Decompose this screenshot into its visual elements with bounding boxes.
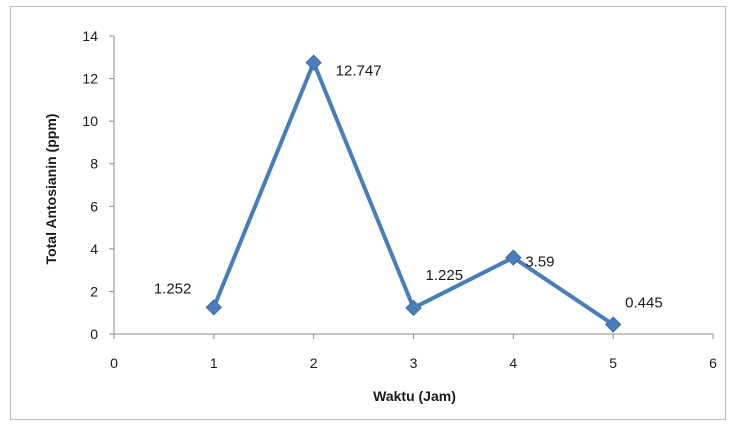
y-tick-label: 2: [90, 283, 98, 299]
series-points: [205, 54, 622, 333]
y-tick-label: 12: [82, 71, 98, 87]
y-tick-label: 6: [90, 198, 98, 214]
data-label: 3.59: [525, 254, 554, 271]
y-tick-label: 0: [90, 326, 98, 342]
y-tick-label: 4: [90, 241, 98, 257]
data-point: [505, 249, 522, 266]
data-labels: 1.252 12.747 1.225 3.59 0.445: [154, 63, 663, 312]
x-tick-label: 4: [509, 355, 517, 371]
x-tick-label: 0: [110, 355, 118, 371]
axis-tick-marks: [109, 35, 714, 339]
data-point: [405, 299, 422, 317]
x-tick-label: 6: [709, 355, 717, 371]
data-label: 1.252: [154, 280, 192, 297]
x-tick-label: 2: [310, 355, 318, 371]
data-point: [205, 299, 223, 316]
series-line: [211, 60, 615, 327]
y-tick-label: 14: [82, 28, 98, 44]
chart-frame: [10, 6, 726, 420]
x-tick-label: 1: [210, 355, 218, 371]
y-axis-title: Total Antosianin (ppm): [43, 114, 59, 265]
data-label: 1.225: [426, 267, 464, 284]
data-point: [305, 54, 322, 71]
data-point: [604, 316, 622, 333]
y-tick-labels: 0 2 4 6 8 10 12 14: [82, 28, 98, 342]
series-lines: [211, 60, 615, 327]
data-label: 0.445: [625, 295, 663, 312]
x-axis-title: Waktu (Jam): [373, 388, 456, 404]
x-tick-label: 3: [410, 355, 418, 371]
y-tick-label: 10: [82, 113, 98, 129]
data-label: 12.747: [336, 63, 382, 80]
x-tick-label: 5: [609, 355, 617, 371]
y-tick-label: 8: [90, 156, 98, 172]
x-tick-labels: 0 1 2 3 4 5 6: [110, 355, 717, 371]
